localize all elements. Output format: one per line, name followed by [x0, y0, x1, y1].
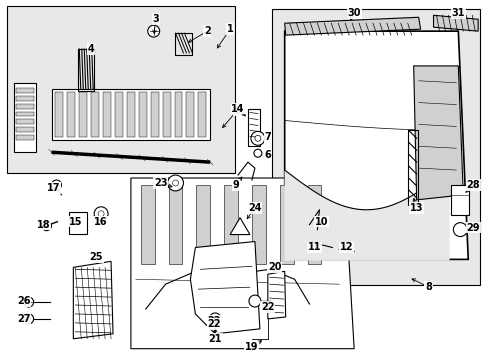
Bar — [247, 109, 259, 146]
Bar — [279, 185, 293, 264]
Text: 10: 10 — [314, 217, 327, 227]
Bar — [16, 112, 34, 117]
Polygon shape — [433, 15, 477, 31]
Circle shape — [167, 175, 183, 191]
Text: 19: 19 — [244, 342, 258, 352]
Bar — [16, 127, 34, 132]
Text: 11: 11 — [307, 243, 321, 252]
Polygon shape — [73, 261, 113, 339]
Bar — [450, 185, 468, 215]
Bar — [91, 92, 99, 137]
Text: 1: 1 — [226, 24, 233, 34]
Text: 22: 22 — [261, 302, 274, 312]
Bar — [16, 120, 34, 125]
Bar — [51, 89, 210, 140]
Text: 22: 22 — [207, 316, 221, 326]
Bar — [141, 185, 154, 264]
Text: 7: 7 — [264, 132, 271, 142]
Polygon shape — [284, 31, 468, 260]
Circle shape — [27, 317, 31, 321]
Text: 3: 3 — [152, 14, 159, 24]
Bar — [7, 6, 235, 173]
Text: 18: 18 — [37, 220, 50, 230]
Text: 12: 12 — [339, 243, 352, 252]
Bar — [16, 96, 34, 100]
Circle shape — [250, 131, 264, 145]
Polygon shape — [131, 178, 353, 349]
Bar — [78, 49, 94, 91]
Circle shape — [41, 221, 51, 231]
Bar — [79, 92, 87, 137]
Text: 27: 27 — [17, 314, 30, 324]
Bar — [69, 212, 87, 234]
Text: 20: 20 — [267, 262, 281, 272]
Text: 8: 8 — [424, 282, 431, 292]
Bar — [55, 92, 63, 137]
Polygon shape — [267, 271, 285, 319]
Circle shape — [24, 297, 34, 307]
Text: 5: 5 — [233, 105, 240, 116]
Text: 21: 21 — [208, 334, 222, 344]
Bar — [307, 185, 321, 264]
Bar — [16, 88, 34, 93]
Text: 29: 29 — [466, 222, 479, 233]
Text: 6: 6 — [264, 150, 271, 160]
Circle shape — [172, 180, 178, 186]
Circle shape — [209, 313, 221, 325]
Text: 23: 23 — [154, 178, 167, 188]
Bar — [174, 33, 192, 55]
Circle shape — [51, 180, 61, 190]
Circle shape — [94, 207, 108, 221]
Circle shape — [98, 211, 104, 217]
Polygon shape — [230, 218, 249, 235]
Bar — [271, 9, 479, 285]
Text: 16: 16 — [94, 217, 108, 227]
Circle shape — [253, 149, 262, 157]
Text: 2: 2 — [203, 26, 210, 36]
Bar — [186, 92, 194, 137]
Text: 25: 25 — [89, 252, 102, 262]
Text: 17: 17 — [47, 183, 60, 193]
Bar — [139, 92, 146, 137]
Circle shape — [248, 295, 260, 307]
Bar — [198, 92, 206, 137]
Bar — [407, 130, 417, 205]
Text: 22: 22 — [207, 319, 221, 329]
Bar — [14, 83, 36, 152]
Bar — [103, 92, 111, 137]
Circle shape — [452, 223, 467, 237]
Text: 28: 28 — [466, 180, 479, 190]
Text: 4: 4 — [88, 44, 94, 54]
Text: 13: 13 — [409, 203, 423, 213]
Polygon shape — [190, 242, 259, 334]
Bar — [168, 185, 182, 264]
Bar — [174, 92, 182, 137]
Bar — [150, 92, 158, 137]
Text: 15: 15 — [68, 217, 82, 227]
Bar — [16, 104, 34, 109]
Bar — [67, 92, 75, 137]
Text: 9: 9 — [232, 180, 239, 190]
Text: 31: 31 — [450, 8, 464, 18]
Bar — [127, 92, 135, 137]
Text: 24: 24 — [248, 203, 261, 213]
Bar — [251, 185, 265, 264]
Circle shape — [254, 135, 260, 141]
Bar — [16, 135, 34, 140]
Bar — [115, 92, 122, 137]
Text: 26: 26 — [17, 296, 30, 306]
Text: 14: 14 — [231, 104, 244, 113]
Bar — [196, 185, 210, 264]
Text: 30: 30 — [346, 8, 360, 18]
Bar — [163, 92, 170, 137]
Polygon shape — [413, 66, 462, 200]
Circle shape — [147, 25, 160, 37]
Polygon shape — [284, 17, 420, 35]
Circle shape — [24, 314, 34, 324]
Bar — [224, 185, 238, 264]
